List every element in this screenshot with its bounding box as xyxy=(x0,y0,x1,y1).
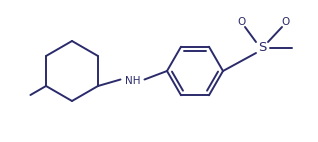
Text: S: S xyxy=(258,41,266,55)
Text: O: O xyxy=(238,17,246,27)
Text: O: O xyxy=(281,17,289,27)
Text: NH: NH xyxy=(125,76,140,85)
